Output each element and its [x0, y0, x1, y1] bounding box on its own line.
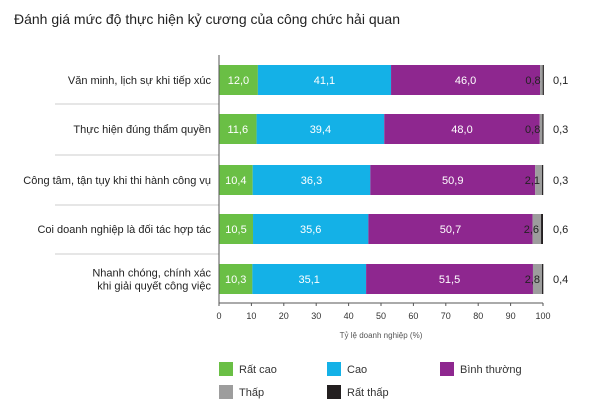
bar-normal	[368, 214, 533, 244]
x-axis-label: Tỷ lệ doanh nghiệp (%)	[340, 331, 423, 340]
x-tick-label: 60	[408, 311, 418, 321]
data-label: 0,1	[553, 75, 568, 87]
bar-very-high	[219, 165, 253, 195]
data-label: 0,6	[553, 224, 568, 236]
data-label: 0,3	[553, 175, 568, 187]
bar-low	[532, 214, 542, 244]
data-label: 35,6	[300, 224, 321, 236]
legend-label: Rất cao	[239, 364, 277, 376]
data-label: 51,5	[439, 274, 460, 286]
x-tick-label: 40	[344, 311, 354, 321]
bar-very-high	[219, 214, 254, 244]
data-label: 36,3	[301, 175, 322, 187]
data-label: 46,0	[455, 75, 476, 87]
data-label: 0,3	[553, 124, 568, 136]
bar-very-high	[219, 65, 258, 95]
legend-swatch	[219, 385, 233, 399]
data-label: 50,7	[440, 224, 461, 236]
bar-normal	[370, 165, 536, 195]
data-label: 10,3	[225, 274, 246, 286]
bar-low	[539, 114, 543, 144]
data-label: 2,6	[524, 224, 539, 236]
bar-low	[535, 165, 543, 195]
bar-very-low	[542, 65, 544, 95]
category-label: Văn minh, lịch sự khi tiếp xúc	[68, 75, 212, 87]
bar-low	[540, 65, 543, 95]
category-label: Thực hiện đúng thẩm quyền	[73, 124, 211, 136]
data-label: 0,8	[525, 124, 540, 136]
data-label: 50,9	[442, 175, 463, 187]
data-label: 48,0	[451, 124, 472, 136]
legend-label: Rất thấp	[347, 387, 389, 399]
bar-high	[253, 214, 369, 244]
legend-swatch	[440, 362, 454, 376]
data-label: 0,8	[525, 75, 540, 87]
category-label: khi giải quyết công việc	[97, 281, 211, 293]
legend-label: Bình thường	[460, 364, 522, 376]
data-label: 10,4	[225, 175, 246, 187]
x-tick-label: 100	[535, 311, 550, 321]
legend-swatch	[327, 385, 341, 399]
data-label: 2,8	[525, 274, 540, 286]
x-tick-label: 90	[506, 311, 516, 321]
data-label: 41,1	[314, 75, 335, 87]
bar-normal	[391, 65, 541, 95]
category-label: Công tâm, tận tụy khi thi hành công vụ	[23, 175, 211, 187]
data-label: 10,5	[225, 224, 246, 236]
x-tick-label: 20	[279, 311, 289, 321]
data-label: 2,1	[525, 175, 540, 187]
category-label: Coi doanh nghiệp là đối tác hợp tác	[37, 224, 211, 236]
x-tick-label: 30	[311, 311, 321, 321]
legend-swatch	[327, 362, 341, 376]
bar-very-high	[219, 264, 253, 294]
x-tick-label: 10	[246, 311, 256, 321]
bar-very-low	[542, 114, 544, 144]
data-label: 39,4	[310, 124, 331, 136]
data-label: 35,1	[299, 274, 320, 286]
bar-high	[256, 114, 385, 144]
legend-label: Cao	[347, 364, 367, 376]
bar-very-low	[542, 165, 544, 195]
data-label: 11,6	[227, 124, 248, 136]
bar-low	[532, 264, 543, 294]
bar-high	[252, 264, 367, 294]
x-tick-label: 0	[216, 311, 221, 321]
bar-high	[252, 165, 371, 195]
bar-very-high	[219, 114, 257, 144]
legend-swatch	[219, 362, 233, 376]
x-tick-label: 70	[441, 311, 451, 321]
x-tick-label: 50	[376, 311, 386, 321]
bar-normal	[384, 114, 540, 144]
x-tick-label: 80	[473, 311, 483, 321]
bar-high	[257, 65, 392, 95]
bar-very-low	[541, 214, 543, 244]
data-label: 12,0	[228, 75, 249, 87]
legend-label: Thấp	[239, 387, 264, 399]
chart-title: Đánh giá mức độ thực hiện kỷ cương của c…	[14, 11, 400, 27]
bar-normal	[366, 264, 533, 294]
data-label: 0,4	[553, 274, 568, 286]
category-label: Nhanh chóng, chính xác	[92, 268, 211, 280]
bar-very-low	[542, 264, 544, 294]
